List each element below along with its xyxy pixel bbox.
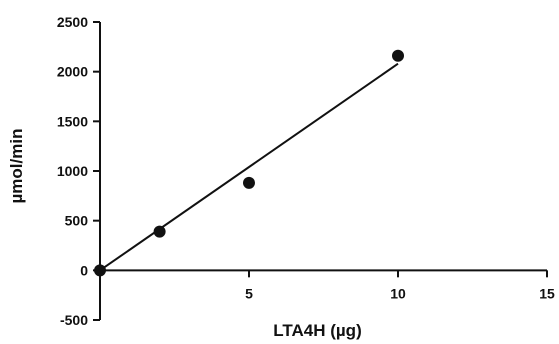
data-point [392, 49, 404, 62]
data-point [94, 264, 106, 277]
x-axis-title: LTA4H (µg) [273, 321, 361, 340]
x-tick-label: 5 [245, 285, 253, 301]
data-points [94, 49, 404, 277]
fit-line [99, 62, 399, 272]
x-tick-label: 10 [390, 285, 406, 301]
y-tick-label: 1500 [57, 113, 88, 129]
y-tick-label: 0 [80, 262, 88, 278]
y-tick-label: -500 [60, 312, 88, 328]
data-point [153, 225, 166, 238]
x-ticks: 5 10 15 [245, 270, 555, 301]
data-point [243, 176, 255, 189]
y-ticks: -500 0 500 1000 1500 2000 2500 [57, 14, 100, 328]
y-tick-label: 2500 [57, 14, 88, 30]
y-tick-label: 2000 [57, 64, 88, 80]
y-tick-label: 1000 [57, 163, 88, 179]
y-tick-label: 500 [65, 213, 89, 229]
y-axis-title: µmol/min [7, 129, 26, 204]
axes [99, 22, 547, 320]
x-tick-label: 15 [539, 285, 555, 301]
